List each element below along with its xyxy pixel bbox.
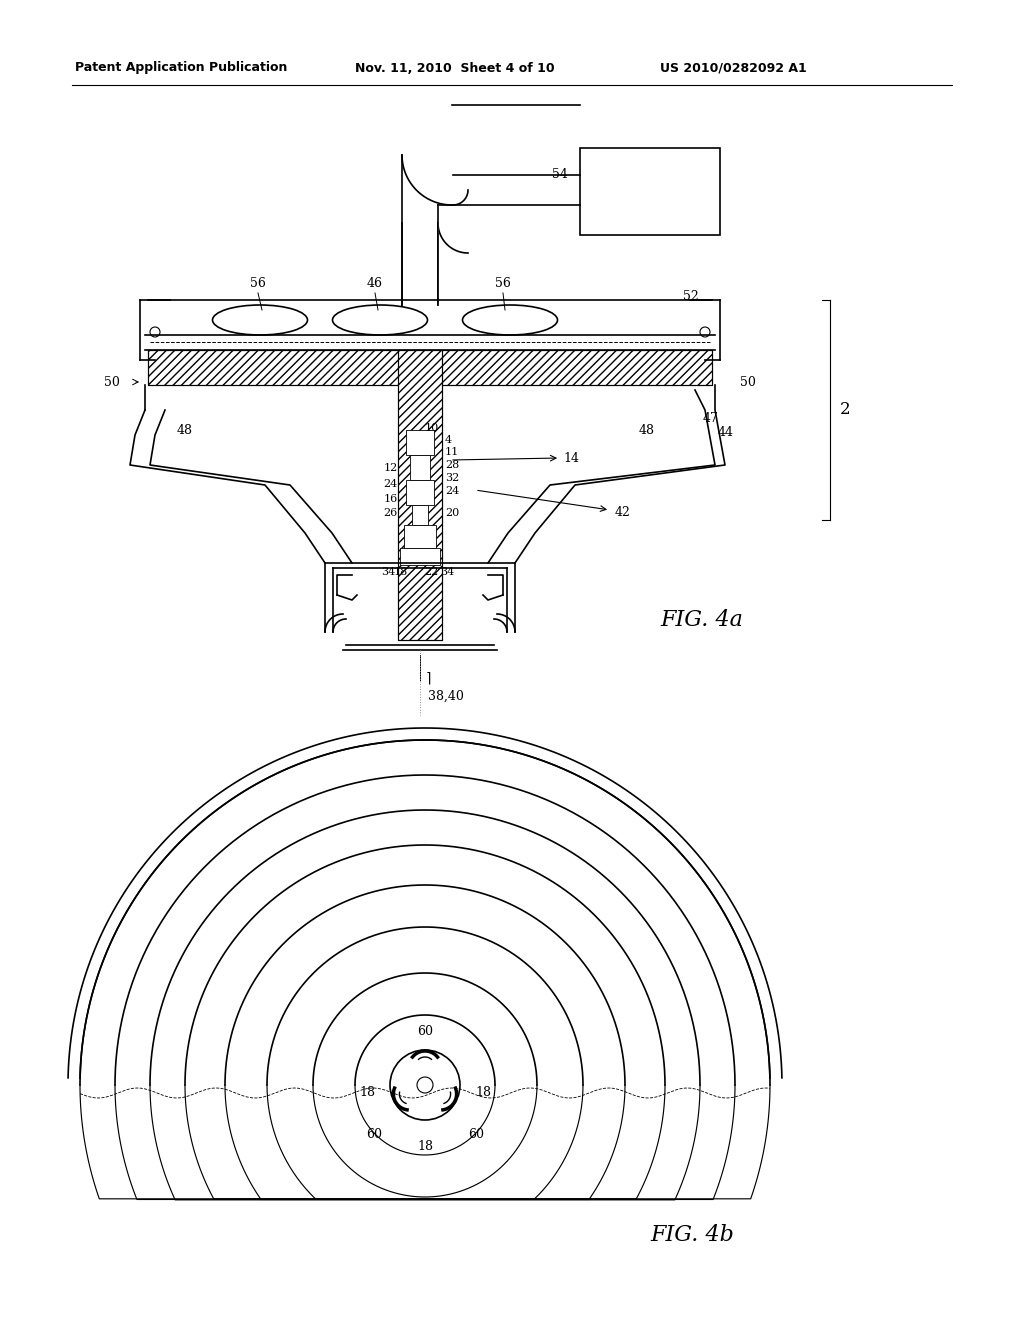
Bar: [580, 148, 720, 235]
Text: 2: 2: [840, 401, 851, 418]
Text: 52: 52: [683, 290, 698, 304]
Text: 11: 11: [445, 447, 459, 457]
Text: 20: 20: [445, 508, 459, 517]
Text: 24: 24: [384, 479, 398, 488]
Ellipse shape: [333, 305, 427, 335]
Text: 28: 28: [445, 459, 459, 470]
Bar: [398, 350, 442, 640]
Bar: [398, 350, 442, 640]
Circle shape: [150, 327, 160, 337]
Text: 18: 18: [394, 568, 408, 577]
Bar: [406, 430, 434, 455]
Bar: [148, 350, 712, 385]
Bar: [410, 455, 430, 480]
Text: 18: 18: [417, 1140, 433, 1152]
Text: 10: 10: [425, 422, 439, 433]
Text: 42: 42: [615, 506, 631, 519]
Bar: [148, 350, 712, 385]
Bar: [406, 480, 434, 506]
Text: FIG. 4b: FIG. 4b: [650, 1224, 734, 1246]
Bar: [404, 525, 436, 548]
Text: Nov. 11, 2010  Sheet 4 of 10: Nov. 11, 2010 Sheet 4 of 10: [355, 62, 555, 74]
Text: 34: 34: [381, 568, 395, 577]
Text: 18: 18: [359, 1086, 375, 1100]
Bar: [412, 506, 428, 525]
Text: 16: 16: [384, 494, 398, 504]
Text: 48: 48: [639, 424, 655, 437]
Text: 56: 56: [250, 277, 266, 290]
Ellipse shape: [213, 305, 307, 335]
Text: 18: 18: [475, 1086, 490, 1100]
Circle shape: [700, 327, 710, 337]
Text: Patent Application Publication: Patent Application Publication: [75, 62, 288, 74]
Text: 32: 32: [445, 473, 459, 483]
Text: US 2010/0282092 A1: US 2010/0282092 A1: [660, 62, 807, 74]
Text: 56: 56: [495, 277, 511, 290]
Text: 48: 48: [177, 424, 193, 437]
Ellipse shape: [463, 305, 557, 335]
Text: 12: 12: [384, 463, 398, 473]
Text: FIG. 4a: FIG. 4a: [660, 609, 742, 631]
Text: 14: 14: [563, 451, 579, 465]
Text: 60: 60: [366, 1129, 382, 1142]
Text: 38,40: 38,40: [428, 690, 464, 704]
Circle shape: [390, 1049, 460, 1119]
Text: 50: 50: [104, 375, 120, 388]
Text: 34: 34: [440, 568, 455, 577]
Text: 54: 54: [552, 168, 568, 181]
Bar: [400, 548, 440, 565]
Text: 26: 26: [384, 508, 398, 517]
Text: 60: 60: [468, 1129, 484, 1142]
Text: 24: 24: [445, 486, 459, 496]
Text: 50: 50: [740, 375, 756, 388]
Text: 4: 4: [445, 436, 453, 445]
Text: 46: 46: [367, 277, 383, 290]
Text: $\rceil$: $\rceil$: [425, 671, 431, 686]
Text: 44: 44: [718, 426, 734, 440]
Circle shape: [417, 1077, 433, 1093]
Text: 60: 60: [417, 1026, 433, 1038]
Text: 47: 47: [703, 412, 719, 425]
Text: 22: 22: [424, 568, 438, 577]
